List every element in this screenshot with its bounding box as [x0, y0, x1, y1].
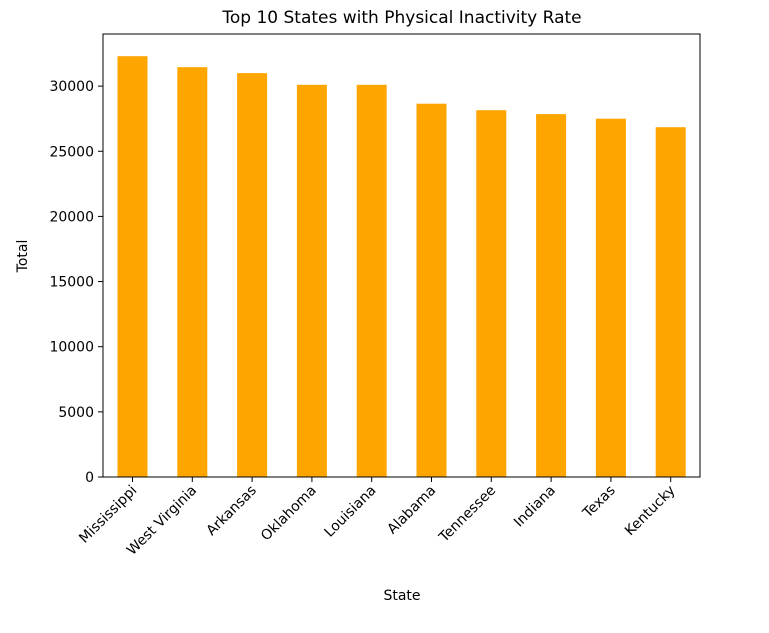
x-tick-label: Texas	[579, 483, 618, 522]
x-tick-label: Mississippi	[76, 483, 140, 547]
x-tick-label: Louisiana	[321, 483, 379, 541]
y-axis-label: Total	[15, 240, 31, 274]
y-tick-label: 20000	[49, 209, 94, 225]
bar-kentucky	[655, 127, 686, 477]
y-tick-label: 10000	[49, 340, 94, 356]
y-tick-label: 25000	[49, 144, 94, 160]
bar-tennessee	[476, 110, 507, 477]
chart-title: Top 10 States with Physical Inactivity R…	[221, 8, 581, 28]
bar-texas	[595, 118, 626, 477]
x-tick-label: Arkansas	[203, 483, 259, 539]
y-axis: 0 5000 10000 15000 20000 25000 30000	[49, 79, 103, 486]
bar-west-virginia	[177, 67, 208, 477]
x-tick-label: Kentucky	[622, 483, 679, 540]
bar-oklahoma	[296, 84, 327, 478]
bars-layer	[117, 56, 686, 478]
x-tick-label: Tennessee	[436, 483, 500, 547]
bar-louisiana	[356, 84, 387, 478]
x-tick-label: Oklahoma	[258, 483, 320, 545]
plot-frame	[102, 33, 701, 478]
x-axis-label: State	[383, 588, 420, 604]
bar-mississippi	[117, 56, 148, 477]
x-tick-label: Alabama	[384, 483, 439, 538]
y-tick-label: 0	[85, 470, 94, 486]
bar-alabama	[416, 103, 447, 477]
y-tick-label: 15000	[49, 275, 94, 291]
bar-arkansas	[237, 73, 268, 477]
y-tick-label: 30000	[49, 79, 94, 95]
x-tick-label: Indiana	[511, 483, 559, 531]
bar-indiana	[536, 114, 567, 477]
y-tick-label: 5000	[58, 405, 94, 421]
